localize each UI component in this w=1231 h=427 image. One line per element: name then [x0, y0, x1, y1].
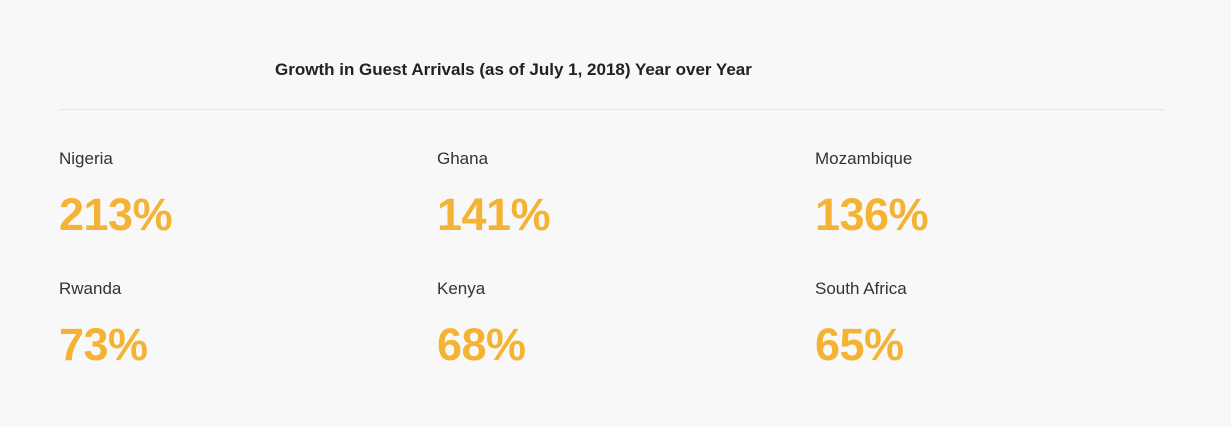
growth-percentage: 213%	[59, 189, 173, 240]
stat-cell: Mozambique 136%	[815, 148, 1164, 278]
stats-grid: Nigeria 213% Ghana 141% Mozambique 136% Rwanda…	[59, 148, 1164, 408]
country-label: Nigeria	[59, 149, 113, 168]
growth-percentage: 141%	[437, 189, 551, 240]
title-divider	[59, 109, 1164, 110]
stat-cell: Rwanda 73%	[59, 278, 437, 408]
growth-stats-panel: Growth in Guest Arrivals (as of July 1, …	[59, 0, 1164, 427]
growth-percentage: 68%	[437, 319, 526, 370]
country-label: Kenya	[437, 279, 486, 298]
stat-cell: Ghana 141%	[437, 148, 815, 278]
growth-percentage: 73%	[59, 319, 148, 370]
chart-title: Growth in Guest Arrivals (as of July 1, …	[275, 60, 752, 79]
stat-cell: Nigeria 213%	[59, 148, 437, 278]
growth-percentage: 65%	[815, 319, 904, 370]
stat-cell: Kenya 68%	[437, 278, 815, 408]
country-label: Ghana	[437, 149, 489, 168]
growth-percentage: 136%	[815, 189, 929, 240]
country-label: Mozambique	[815, 149, 913, 168]
country-label: Rwanda	[59, 279, 122, 298]
country-label: South Africa	[815, 279, 907, 298]
stat-cell: South Africa 65%	[815, 278, 1164, 408]
